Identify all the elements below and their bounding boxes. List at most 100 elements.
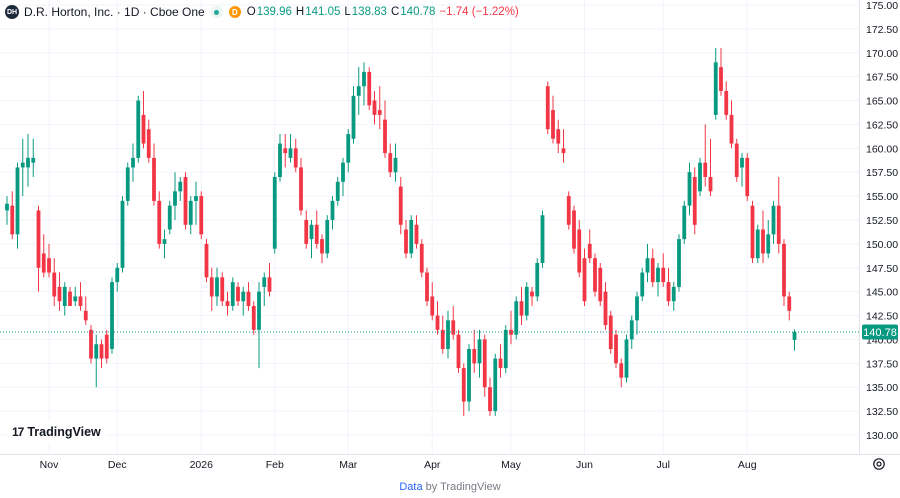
candle: [608, 310, 613, 354]
candle: [20, 138, 25, 197]
candle: [566, 191, 571, 230]
candle: [587, 229, 592, 263]
low-label: L: [344, 6, 351, 18]
delayed-data-badge[interactable]: D: [228, 6, 241, 18]
candle: [425, 267, 429, 306]
candle: [393, 143, 398, 182]
candle: [598, 263, 603, 306]
candle-body: [514, 301, 519, 335]
tradingview-logo[interactable]: 17 TradingView: [6, 420, 107, 444]
price-tick-label: 142.50: [866, 311, 898, 323]
candle: [787, 291, 792, 321]
candle-body: [215, 277, 219, 297]
candle: [241, 286, 246, 316]
candle: [220, 272, 225, 306]
candle: [614, 329, 618, 369]
candle-body: [682, 205, 687, 240]
candle-body: [724, 91, 729, 115]
candle-body: [614, 334, 618, 364]
candle-body: [734, 143, 739, 177]
candle: [766, 220, 771, 259]
candle: [78, 282, 83, 311]
candle-body: [120, 200, 125, 268]
candle: [41, 234, 46, 278]
time-tick-label: Feb: [266, 459, 284, 471]
candle-body: [288, 148, 293, 158]
candle: [446, 310, 450, 359]
candle-body: [36, 210, 41, 268]
candle-body: [183, 177, 188, 225]
time-tick-label: May: [501, 459, 522, 471]
candle-body: [241, 291, 246, 302]
candle-body: [225, 301, 230, 306]
candle-body: [629, 320, 634, 340]
data-link[interactable]: Data: [399, 481, 423, 493]
market-open-icon[interactable]: [210, 6, 223, 18]
candle-body: [393, 157, 398, 173]
candle: [398, 177, 403, 235]
candle-body: [603, 291, 608, 326]
candle: [125, 162, 130, 206]
price-axis[interactable]: 175.00 172.50 170.00 167.50 165.00 162.50 160.…: [866, 0, 898, 442]
candle-body: [425, 272, 429, 302]
close-label: C: [390, 6, 400, 18]
candle: [372, 91, 377, 125]
candle-body: [729, 114, 734, 144]
candle: [388, 143, 393, 177]
candle-body: [314, 224, 319, 244]
candle-body: [556, 129, 561, 144]
candle-body: [173, 191, 177, 206]
candle-body: [330, 200, 335, 220]
candle-body: [47, 258, 51, 273]
candle-body: [73, 296, 78, 302]
time-axis[interactable]: Nov Dec 2026 Feb Mar Apr May Jun Jul Aug: [40, 459, 757, 471]
candle: [146, 119, 151, 163]
candle: [304, 210, 309, 249]
candle: [262, 272, 267, 306]
candle-body: [5, 203, 9, 211]
candle-body: [83, 310, 88, 321]
candle: [572, 205, 576, 254]
settings-gear-icon[interactable]: [872, 457, 886, 471]
candle-body: [719, 67, 723, 91]
candle-body: [31, 157, 36, 163]
symbol-logo-icon[interactable]: DH: [5, 5, 19, 19]
candle: [556, 119, 561, 154]
candle-body: [388, 153, 393, 173]
candle: [246, 282, 251, 311]
candle-body: [115, 267, 120, 283]
candle-body: [656, 267, 660, 283]
candle-body: [15, 167, 20, 235]
candle: [62, 282, 67, 316]
candle: [540, 210, 545, 268]
candle-body: [99, 344, 104, 359]
candle: [404, 220, 408, 259]
candle: [619, 358, 624, 388]
candle-body: [141, 114, 146, 144]
candle: [419, 239, 424, 278]
candle: [782, 239, 786, 306]
price-tick-label: 130.00: [866, 430, 898, 442]
candle-body: [587, 243, 592, 259]
candle-body: [78, 296, 83, 306]
symbol-title[interactable]: D.R. Horton, Inc. · 1D · Cboe One: [24, 5, 205, 19]
candle: [330, 196, 335, 230]
candle: [771, 200, 776, 244]
attribution-text: by TradingView: [422, 481, 501, 493]
candle-body: [582, 258, 587, 302]
candle-body: [278, 143, 282, 177]
candle-body: [167, 205, 172, 230]
candle-body: [713, 62, 718, 115]
candle-body: [577, 229, 582, 273]
candle: [729, 100, 734, 149]
candle-body: [346, 134, 351, 163]
candle: [188, 196, 193, 235]
price-tick-label: 132.50: [866, 406, 898, 418]
candle-body: [404, 229, 408, 254]
candle: [131, 143, 135, 182]
candle: [104, 329, 109, 364]
candle-body: [131, 157, 135, 168]
price-tick-label: 152.50: [866, 215, 898, 227]
candle: [68, 286, 72, 306]
